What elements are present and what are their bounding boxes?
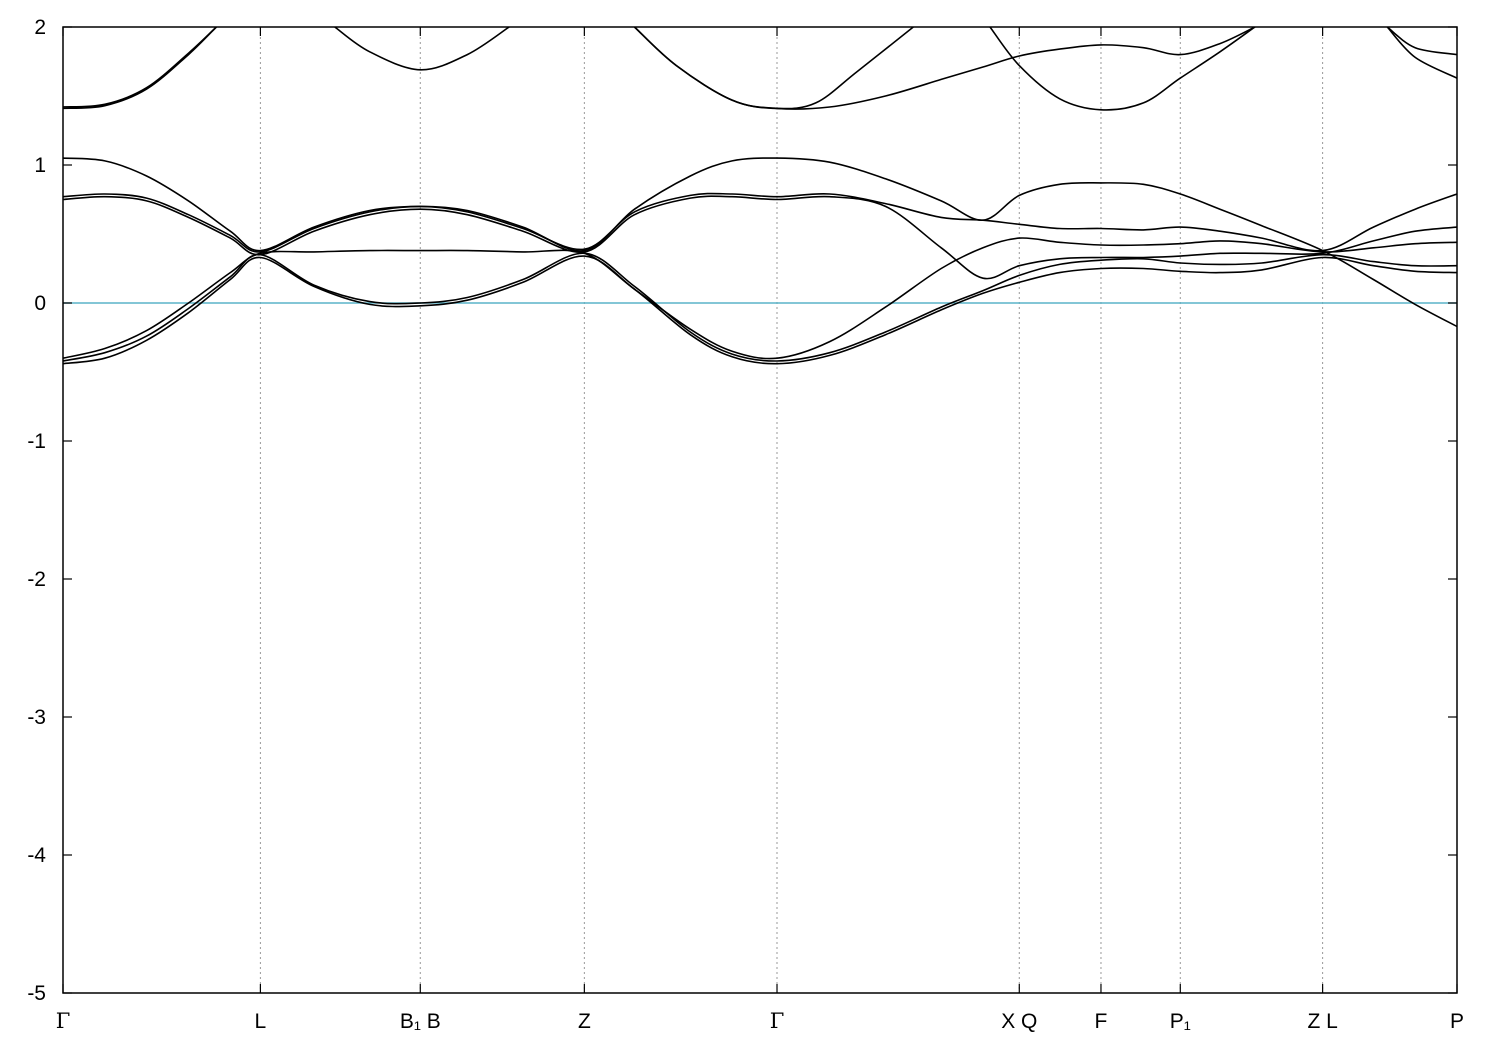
x-tick-label-6: F <box>1095 1010 1108 1033</box>
y-axis: 2 1 0 -1 -2 -3 -4 -5 <box>27 16 1457 1005</box>
band-line-2 <box>63 237 1457 360</box>
y-tick-label-2: 0 <box>34 292 46 315</box>
x-axis: Γ L B₁ B Z Γ X Q F P₁ Z L P <box>56 27 1464 1033</box>
band-line-12 <box>1386 27 1457 56</box>
y-tick-label-1: 1 <box>34 154 46 177</box>
y-tick-label-4: -2 <box>27 568 46 591</box>
band-line-6 <box>63 27 217 110</box>
x-tick-label-8: Z L <box>1307 1010 1337 1033</box>
band-line-13 <box>1386 27 1457 79</box>
band-line-1 <box>63 252 1457 362</box>
x-tick-label-2: B₁ B <box>400 1010 441 1033</box>
x-tick-label-9: P <box>1450 1010 1464 1033</box>
y-tick-label-7: -5 <box>27 982 46 1005</box>
x-tick-label-4: Γ <box>770 1009 785 1033</box>
x-tick-label-5: X Q <box>1001 1010 1037 1033</box>
y-tick-label-6: -4 <box>27 844 46 867</box>
x-tick-label-7: P₁ <box>1170 1010 1191 1033</box>
bands-layer <box>63 27 1457 365</box>
x-tick-label-1: L <box>255 1010 267 1033</box>
band-line-8 <box>334 27 510 71</box>
y-tick-label-5: -3 <box>27 706 46 729</box>
band-line-11 <box>989 27 1256 111</box>
band-line-7 <box>63 27 217 108</box>
plot-frame <box>62 26 1458 994</box>
band-line-9 <box>633 27 914 110</box>
band-line-5 <box>63 157 1457 328</box>
grid-lines <box>259 27 1324 993</box>
band-line-0 <box>63 255 1457 365</box>
x-tick-label-0: Γ <box>56 1009 71 1033</box>
band-line-10 <box>633 27 1256 110</box>
x-tick-label-3: Z <box>578 1010 591 1033</box>
band-line-3 <box>63 195 1457 280</box>
band-line-4 <box>63 192 1457 253</box>
y-tick-label-3: -1 <box>27 430 46 453</box>
y-tick-label-0: 2 <box>34 16 46 39</box>
